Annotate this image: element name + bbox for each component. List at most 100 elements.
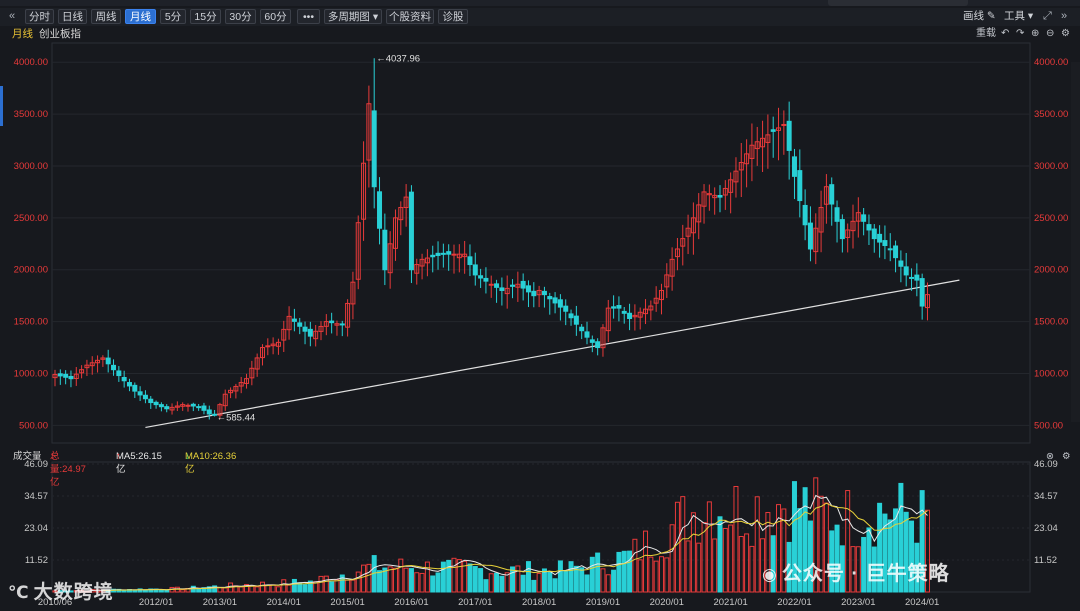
candle-down: [563, 305, 569, 312]
time-tick-label: 2018/01: [522, 597, 556, 608]
volume-bar-down: [802, 487, 808, 593]
volume-bar-down: [142, 589, 148, 593]
collapse-left-icon[interactable]: «: [9, 10, 16, 22]
candle-up: [185, 404, 191, 407]
volume-bar-down: [627, 550, 633, 593]
chart-settings-icon[interactable]: ⚙: [1061, 28, 1070, 39]
volume-bar-up: [355, 571, 361, 593]
candle-down: [339, 323, 345, 326]
candle-down: [621, 310, 627, 314]
candle-up: [728, 179, 734, 193]
candle-down: [866, 224, 872, 231]
volume-bar-down: [121, 590, 127, 593]
candle-down: [552, 297, 558, 304]
stock-profile-button[interactable]: 个股资料: [386, 9, 434, 24]
candle-up: [318, 325, 324, 332]
watermark-right: ◉ 公众号 · 巨牛策略: [762, 557, 950, 586]
candle-down: [196, 406, 202, 409]
index-name: 创业板指: [39, 28, 81, 40]
zoom-in-icon[interactable]: ⊕: [1031, 28, 1040, 39]
candle-up: [275, 341, 281, 347]
multi-period-dropdown[interactable]: 多周期图 ▾: [324, 9, 382, 24]
candle-up: [350, 281, 356, 305]
candlestick-series: [52, 58, 930, 420]
right-scroll-rail[interactable]: [1071, 62, 1080, 422]
tab-weekly[interactable]: 周线: [91, 9, 121, 24]
volume-bar-down: [531, 579, 537, 593]
volume-bar-up: [765, 512, 771, 593]
reload-button[interactable]: 重载: [976, 28, 996, 39]
volume-axis-labels: 11.52 11.52 23.04 23.04 34.57 34.57 46.09 46.09: [24, 459, 1058, 566]
candle-down: [499, 287, 505, 291]
volume-label: 成交量: [13, 451, 42, 462]
candle-up: [355, 222, 361, 280]
volume-bar-up: [345, 579, 351, 593]
volume-bar-down: [871, 546, 877, 593]
volume-bar-up: [760, 538, 766, 593]
tab-60min[interactable]: 60分: [260, 9, 291, 24]
zoom-out-icon[interactable]: ⊖: [1046, 28, 1055, 39]
tools-dropdown[interactable]: 工具 ▾: [1004, 9, 1033, 24]
undo-icon[interactable]: ↶: [1001, 28, 1010, 39]
more-periods-button[interactable]: •••: [297, 9, 320, 24]
candle-up: [84, 364, 90, 369]
volume-bar-down: [903, 511, 909, 593]
volume-bar-down: [611, 569, 617, 593]
candle-down: [893, 245, 899, 259]
watermark-logo-icon: ℃: [8, 583, 30, 602]
fullscreen-icon[interactable]: ⤢: [1043, 10, 1052, 22]
volume-bar-down: [499, 575, 505, 593]
volume-bar-down: [791, 481, 797, 593]
redo-icon[interactable]: ↷: [1016, 28, 1025, 39]
volume-bar-up: [217, 587, 223, 593]
candle-up: [504, 287, 510, 295]
price-tick-label-right: 2500.00: [1034, 213, 1068, 224]
chart-subheader: 月线 创业板指 重载 ↶ ↷ ⊕ ⊖ ⚙: [0, 27, 1080, 41]
expand-right-icon[interactable]: »: [1061, 10, 1068, 22]
volume-bar-up: [451, 557, 457, 593]
volume-bar-down: [291, 578, 297, 593]
candle-up: [632, 314, 638, 318]
search-box[interactable]: [828, 0, 968, 6]
candle-down: [914, 274, 920, 281]
volume-settings-icon[interactable]: ⚙: [1062, 451, 1071, 462]
candle-up: [818, 206, 824, 233]
candle-up: [765, 134, 771, 143]
volume-bar-up: [222, 587, 228, 593]
candle-down: [435, 252, 441, 256]
left-selection-marker: [0, 86, 3, 126]
tab-15min[interactable]: 15分: [190, 9, 221, 24]
price-tick-label-left: 4000.00: [14, 57, 48, 68]
tab-5min[interactable]: 5分: [160, 9, 186, 24]
tab-monthly[interactable]: 月线: [125, 9, 156, 24]
volume-bar-down: [430, 575, 436, 593]
close-volume-icon[interactable]: ⊗: [1046, 451, 1054, 462]
candle-up: [674, 248, 680, 258]
candle-down: [137, 391, 143, 396]
candle-down: [541, 290, 547, 296]
tab-intraday[interactable]: 分时: [25, 9, 54, 24]
volume-bar-up: [275, 586, 281, 593]
candle-down: [797, 170, 803, 202]
candle-down: [871, 228, 877, 240]
candle-down: [834, 207, 840, 222]
chart-frame: [51, 42, 1031, 593]
volume-bar-down: [893, 508, 899, 593]
time-tick-label: 2022/01: [777, 597, 811, 608]
candle-down: [584, 331, 590, 338]
candle-down: [829, 184, 835, 205]
price-tick-label-right: 3500.00: [1034, 109, 1068, 120]
candle-down: [206, 409, 212, 415]
candle-up: [313, 330, 319, 340]
diagnose-button[interactable]: 诊股: [438, 9, 468, 24]
volume-ma10-value: MA10:26.36亿: [185, 451, 237, 475]
volume-bar-up: [334, 579, 340, 593]
volume-bar-down: [584, 574, 590, 593]
candle-down: [525, 285, 531, 293]
candle-up: [680, 238, 686, 247]
candle-up: [658, 289, 664, 301]
tab-daily[interactable]: 日线: [58, 9, 87, 24]
draw-line-button[interactable]: 画线 ✎: [963, 9, 996, 24]
tab-30min[interactable]: 30分: [225, 9, 256, 24]
